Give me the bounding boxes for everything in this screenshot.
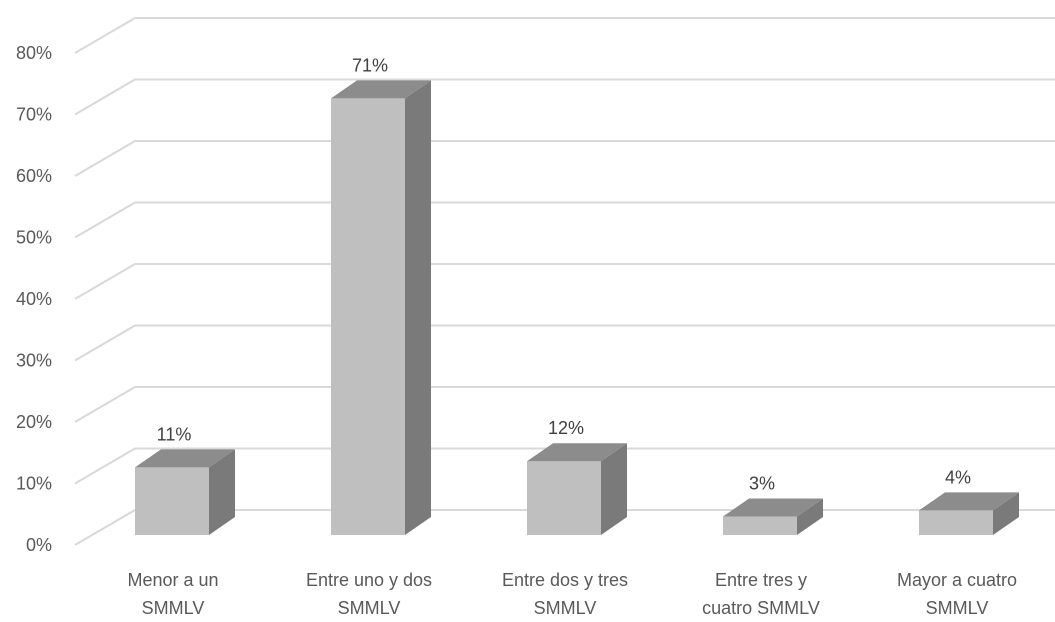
bar-side bbox=[209, 449, 235, 535]
x-category-label: SMMLV bbox=[534, 598, 597, 618]
x-category-label: Entre uno y dos bbox=[306, 570, 432, 590]
bar-front bbox=[919, 510, 993, 535]
bar-side bbox=[797, 498, 823, 535]
x-category-label: SMMLV bbox=[926, 598, 989, 618]
gridline bbox=[74, 386, 1055, 423]
data-label: 71% bbox=[352, 55, 388, 75]
x-category-label: Mayor a cuatro bbox=[897, 570, 1017, 590]
x-category-label: SMMLV bbox=[338, 598, 401, 618]
y-tick-label: 30% bbox=[16, 351, 52, 371]
bar-front bbox=[135, 467, 209, 535]
bar-top bbox=[135, 449, 235, 468]
bar-side bbox=[405, 80, 431, 535]
y-tick-label: 20% bbox=[16, 412, 52, 432]
bar-top bbox=[331, 80, 431, 99]
bar-side bbox=[601, 443, 627, 535]
data-label: 12% bbox=[548, 418, 584, 438]
y-tick-label: 40% bbox=[16, 289, 52, 309]
gridline bbox=[74, 324, 1055, 362]
bar-top bbox=[723, 498, 823, 517]
gridline bbox=[74, 78, 1055, 116]
x-category-label: cuatro SMMLV bbox=[702, 598, 820, 618]
x-category-label: SMMLV bbox=[142, 598, 205, 618]
y-tick-label: 10% bbox=[16, 474, 52, 494]
bar-front bbox=[723, 516, 797, 535]
bar-top bbox=[527, 443, 627, 462]
gridline bbox=[74, 140, 1055, 177]
data-label: 4% bbox=[945, 467, 971, 487]
x-category-label: Menor a un bbox=[127, 570, 218, 590]
data-label: 3% bbox=[749, 474, 775, 494]
y-tick-label: 70% bbox=[16, 105, 52, 125]
gridline bbox=[74, 17, 1055, 54]
y-tick-label: 50% bbox=[16, 228, 52, 248]
gridline bbox=[74, 201, 1055, 239]
bar-front bbox=[331, 98, 405, 535]
x-category-label: Entre tres y bbox=[715, 570, 807, 590]
y-tick-label: 80% bbox=[16, 43, 52, 63]
data-label: 11% bbox=[157, 424, 192, 444]
y-tick-label: 0% bbox=[26, 535, 52, 555]
gridline bbox=[74, 447, 1055, 485]
bar-front bbox=[527, 461, 601, 535]
gridline bbox=[74, 263, 1055, 300]
y-tick-label: 60% bbox=[16, 166, 52, 186]
bar-side bbox=[993, 492, 1019, 535]
bar-top bbox=[919, 492, 1019, 511]
x-category-label: Entre dos y tres bbox=[502, 570, 628, 590]
